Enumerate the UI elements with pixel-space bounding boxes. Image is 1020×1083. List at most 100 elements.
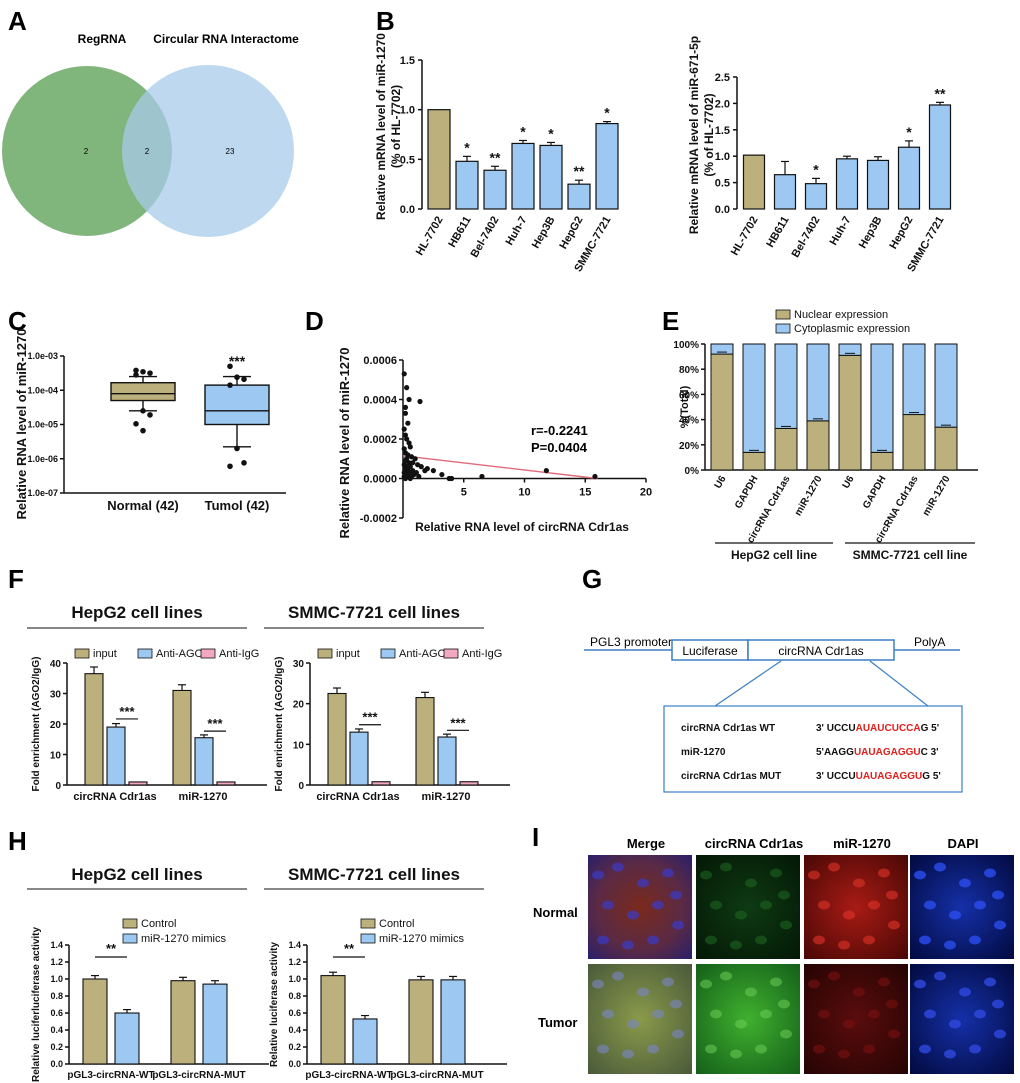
significance: ** bbox=[106, 941, 117, 956]
x-tick-label: Hep3B bbox=[530, 214, 558, 250]
bar-cytoplasmic bbox=[838, 343, 862, 356]
bar-control bbox=[170, 980, 196, 1065]
x-tick-label: pGL3-circRNA-WT bbox=[67, 1070, 154, 1081]
x-tick-label: 20 bbox=[640, 487, 652, 499]
significance: * bbox=[548, 125, 554, 141]
cell-nucleus bbox=[914, 979, 926, 989]
chart-title: HepG2 cell lines bbox=[71, 603, 202, 622]
y-tick-label: 1.2 bbox=[50, 957, 63, 967]
bar-cytoplasmic bbox=[806, 343, 830, 422]
outlier-point bbox=[234, 374, 240, 381]
x-tick-label: miR-1270 bbox=[921, 474, 953, 518]
y-tick-label: 80% bbox=[679, 365, 699, 376]
legend-control-label: Control bbox=[379, 918, 414, 930]
y-tick-label: 1.0 bbox=[50, 974, 63, 984]
bar bbox=[595, 122, 619, 210]
panel-letter-f: F bbox=[8, 564, 24, 594]
y-tick-label: 0.0004 bbox=[363, 395, 398, 407]
y-axis-title: Relative mRNA level of miR-1270 bbox=[374, 33, 388, 220]
outlier-point bbox=[133, 367, 139, 374]
bar-anti-ago2 bbox=[349, 731, 369, 786]
bar-nuclear bbox=[838, 354, 862, 471]
cell-nucleus bbox=[592, 979, 604, 989]
cell-nucleus bbox=[637, 987, 649, 997]
cell-nucleus bbox=[755, 1044, 767, 1054]
cell-nucleus bbox=[994, 1029, 1006, 1039]
y-tick-label: 30 bbox=[50, 690, 62, 701]
panel-letter-b: B bbox=[376, 6, 395, 36]
legend-anti-igg-swatch bbox=[200, 648, 216, 659]
cell-nucleus bbox=[934, 971, 946, 981]
cell-nucleus bbox=[886, 890, 898, 900]
correlation-r: r=-0.2241 bbox=[531, 423, 588, 438]
scatter-point bbox=[407, 475, 413, 482]
x-tick-label: HL-7702 bbox=[414, 215, 446, 258]
cell-nucleus bbox=[863, 1044, 875, 1054]
cell-nucleus bbox=[597, 935, 609, 945]
scatter-point bbox=[404, 385, 410, 391]
outlier-point bbox=[140, 368, 146, 375]
scatter-point bbox=[416, 473, 422, 480]
cell-nucleus bbox=[647, 1044, 659, 1054]
cell-nucleus bbox=[853, 987, 865, 997]
bar bbox=[742, 154, 766, 210]
col-label-circrna: circRNA Cdr1as bbox=[705, 836, 804, 851]
legend-mimics-swatch bbox=[360, 933, 376, 944]
y-tick-label: 10 bbox=[293, 740, 305, 751]
outlier-point bbox=[140, 427, 146, 434]
scatter-point bbox=[479, 473, 485, 480]
cell-nucleus bbox=[868, 1009, 880, 1019]
legend-anti-igg-swatch bbox=[443, 648, 459, 659]
image-tumor-mir1270 bbox=[804, 964, 908, 1074]
legend-mimics-swatch bbox=[122, 933, 138, 944]
y-tick-label: 10 bbox=[50, 751, 62, 762]
bar-anti-igg bbox=[459, 781, 479, 786]
bar-anti-ago2 bbox=[194, 737, 214, 786]
cell-nucleus bbox=[670, 999, 682, 1009]
cell-nucleus bbox=[974, 1009, 986, 1019]
legend-cytoplasmic-label: Cytoplasmic expression bbox=[794, 323, 910, 335]
panel-letter-d: D bbox=[305, 306, 324, 336]
cell-nucleus bbox=[622, 940, 634, 950]
legend-nuclear-label: Nuclear expression bbox=[794, 309, 888, 321]
bar-input bbox=[172, 689, 192, 786]
cell-nucleus bbox=[919, 1044, 931, 1054]
x-tick-label: 15 bbox=[579, 487, 591, 499]
y-axis-title: Relative mRNA level of miR-671-5p bbox=[687, 36, 701, 234]
cell-nucleus bbox=[838, 1049, 850, 1059]
significance: * bbox=[813, 161, 819, 177]
cell-nucleus bbox=[886, 999, 898, 1009]
cell-nucleus bbox=[652, 1009, 664, 1019]
x-tick-label: Huh-7 bbox=[828, 215, 854, 248]
y-tick-label: 100% bbox=[673, 340, 699, 351]
scatter-point bbox=[407, 464, 413, 470]
cell-nucleus bbox=[924, 900, 936, 910]
y-tick-label: 0.0 bbox=[50, 1059, 63, 1069]
y-tick-label: 1.0 bbox=[400, 105, 415, 117]
y-tick-label: 2.0 bbox=[715, 98, 730, 110]
y-axis-title-2: (% of HL-7702) bbox=[389, 85, 403, 168]
cell-nucleus bbox=[984, 977, 996, 987]
y-tick-label: 0.4 bbox=[50, 1025, 63, 1035]
legend-anti-igg-label: Anti-IgG bbox=[462, 648, 502, 660]
panel-letter-g: G bbox=[582, 564, 602, 594]
y-tick-label: 0.5 bbox=[400, 154, 415, 166]
panel-letter-e: E bbox=[662, 306, 679, 336]
y-tick-label: 1.5 bbox=[715, 125, 730, 137]
outlier-point bbox=[147, 412, 153, 418]
cell-nucleus bbox=[818, 900, 830, 910]
bar-anti-ago2 bbox=[437, 736, 457, 786]
cell-nucleus bbox=[637, 878, 649, 888]
cell-nucleus bbox=[662, 868, 674, 878]
scatter-point bbox=[446, 475, 452, 482]
cell-nucleus bbox=[592, 870, 604, 880]
x-tick-label: Tumol (42) bbox=[205, 498, 270, 513]
bar-nuclear bbox=[870, 451, 894, 471]
venn-right-count: 23 bbox=[226, 147, 235, 156]
cell-nucleus bbox=[828, 862, 840, 872]
significance: * bbox=[604, 105, 610, 121]
chart-d-scatter: -0.0002 0.0000 0.0002 0.0004 0.0006 5 10 15 20 Re… bbox=[337, 348, 652, 539]
legend-anti-ago2-swatch bbox=[137, 648, 153, 659]
cell-nucleus bbox=[700, 979, 712, 989]
bar bbox=[539, 144, 563, 210]
